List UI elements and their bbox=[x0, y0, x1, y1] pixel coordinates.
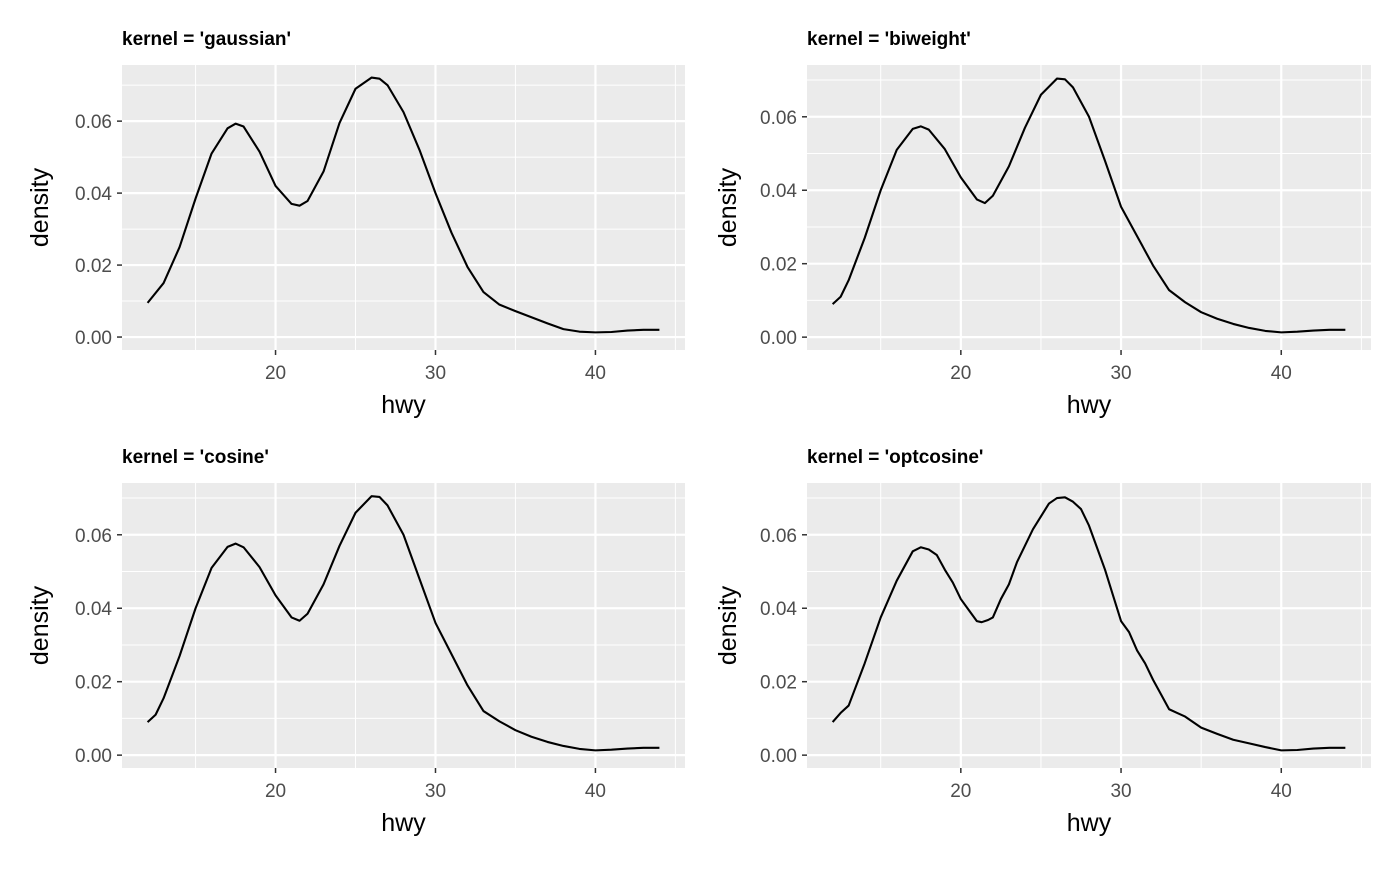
x-tick-label: 30 bbox=[425, 363, 446, 384]
y-axis-title: density bbox=[26, 585, 54, 665]
y-tick-label: 0.02 bbox=[760, 255, 797, 276]
panel-title: kernel = 'gaussian' bbox=[122, 29, 291, 50]
density-curve bbox=[831, 496, 1346, 752]
y-tick-label: 0.06 bbox=[75, 526, 112, 547]
panel-3: 20 30 40 0.00 0.02 0.04 0.06 kernel = 'cosine' h… bbox=[26, 447, 685, 837]
panel-2: 20 30 40 0.00 0.02 0.04 0.06 kernel = 'biweight… bbox=[714, 29, 1371, 419]
panel-background bbox=[807, 65, 1371, 350]
y-tick-label: 0.00 bbox=[760, 328, 797, 349]
x-tick-label: 20 bbox=[950, 363, 971, 384]
panel-4: 20 30 40 0.00 0.02 0.04 0.06 kernel = 'optcosin… bbox=[714, 447, 1371, 837]
x-tick-label: 30 bbox=[425, 781, 446, 802]
panel-background bbox=[122, 483, 685, 768]
y-tick-label: 0.06 bbox=[760, 526, 797, 547]
x-tick-label: 20 bbox=[950, 781, 971, 802]
y-tick-label: 0.02 bbox=[75, 673, 112, 694]
panel-title: kernel = 'biweight' bbox=[807, 29, 971, 50]
x-axis-title: hwy bbox=[381, 391, 426, 419]
x-tick-label: 30 bbox=[1110, 363, 1131, 384]
y-tick-label: 0.02 bbox=[75, 256, 112, 277]
y-axis-title: density bbox=[714, 167, 742, 247]
density-curve bbox=[146, 76, 660, 334]
y-tick-label: 0.02 bbox=[760, 673, 797, 694]
x-axis-title: hwy bbox=[1067, 391, 1112, 419]
panel-background bbox=[807, 483, 1371, 768]
density-curve bbox=[146, 495, 660, 752]
panel-title: kernel = 'cosine' bbox=[122, 447, 269, 468]
panel-background bbox=[122, 65, 685, 350]
panel-1: 20 30 40 0.00 0.02 0.04 0.06 kernel = 'gaussian… bbox=[26, 29, 685, 419]
y-tick-label: 0.04 bbox=[75, 184, 112, 205]
y-tick-label: 0.00 bbox=[75, 746, 112, 767]
y-axis-title: density bbox=[26, 167, 54, 247]
y-tick-label: 0.04 bbox=[760, 181, 797, 202]
y-tick-label: 0.00 bbox=[760, 746, 797, 767]
x-tick-label: 40 bbox=[585, 363, 606, 384]
x-tick-label: 20 bbox=[265, 781, 286, 802]
x-tick-label: 40 bbox=[1271, 363, 1292, 384]
x-axis-title: hwy bbox=[1067, 809, 1112, 837]
panel-title: kernel = 'optcosine' bbox=[807, 447, 983, 468]
y-axis-title: density bbox=[714, 585, 742, 665]
x-tick-label: 40 bbox=[585, 781, 606, 802]
x-axis-title: hwy bbox=[381, 809, 426, 837]
density-curve bbox=[831, 77, 1346, 334]
y-tick-label: 0.06 bbox=[760, 108, 797, 129]
y-tick-label: 0.00 bbox=[75, 328, 112, 349]
x-tick-label: 40 bbox=[1271, 781, 1292, 802]
x-tick-label: 20 bbox=[265, 363, 286, 384]
y-tick-label: 0.04 bbox=[75, 599, 112, 620]
y-tick-label: 0.04 bbox=[760, 599, 797, 620]
y-tick-label: 0.06 bbox=[75, 112, 112, 133]
x-tick-label: 30 bbox=[1110, 781, 1131, 802]
